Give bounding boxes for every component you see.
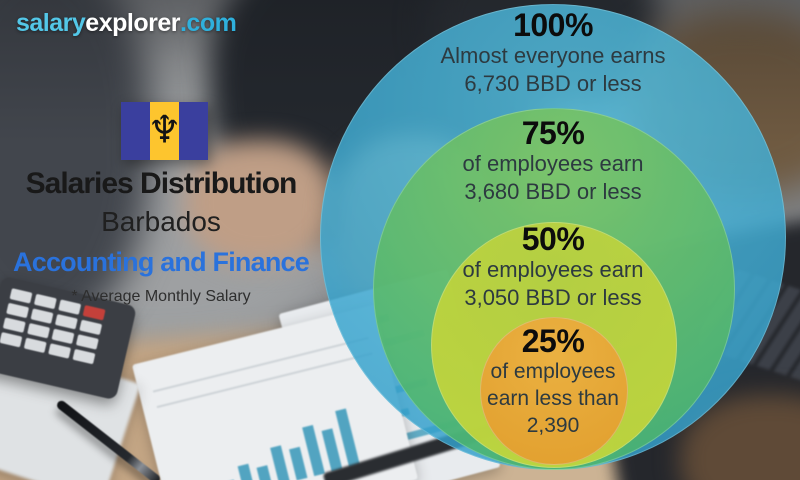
site-logo: salaryexplorer.com xyxy=(16,9,237,38)
circle-25-percent xyxy=(480,317,628,465)
hand-left xyxy=(185,140,335,265)
ring-25-line-1: of employees xyxy=(490,360,616,383)
salary-footnote: * Average Monthly Salary xyxy=(71,288,251,305)
ring-25-line-2: earn less than xyxy=(487,387,619,410)
ring-75-line-1: of employees earn xyxy=(462,151,644,176)
barbados-flag: ♆ xyxy=(121,102,208,160)
logo-explorer: explorer xyxy=(85,9,180,37)
ring-50-line-2: 3,050 BBD or less xyxy=(464,285,642,310)
ring-50-line-1: of employees earn xyxy=(462,257,644,282)
ring-50-label: 50% of employees earn 3,050 BBD or less xyxy=(393,222,713,312)
ring-25-percent-text: 25% xyxy=(521,323,585,359)
ring-100-line-1: Almost everyone earns xyxy=(440,43,666,68)
ring-100-percent-text: 100% xyxy=(513,7,593,43)
job-category: Accounting and Finance xyxy=(13,247,310,277)
page-title: Salaries Distribution xyxy=(25,167,298,200)
trident-icon: ♆ xyxy=(147,107,182,152)
ring-100-label: 100% Almost everyone earns 6,730 BBD or … xyxy=(393,8,713,98)
country-name: Barbados xyxy=(101,206,221,237)
flag-yellow-stripe: ♆ xyxy=(147,102,182,160)
ring-25-line-3: 2,390 xyxy=(526,414,580,437)
ring-75-line-2: 3,680 BBD or less xyxy=(464,179,642,204)
flag-blue-stripe-right xyxy=(179,102,208,160)
logo-com: .com xyxy=(179,9,237,37)
ring-75-percent-text: 75% xyxy=(521,115,585,151)
logo-salary: salary xyxy=(16,9,86,37)
ring-50-percent-text: 50% xyxy=(521,221,585,257)
ring-75-label: 75% of employees earn 3,680 BBD or less xyxy=(393,116,713,206)
ring-25-label: 25% of employees earn less than 2,390 xyxy=(443,324,663,439)
ring-100-line-2: 6,730 BBD or less xyxy=(464,71,642,96)
flag-blue-stripe-left xyxy=(121,102,150,160)
